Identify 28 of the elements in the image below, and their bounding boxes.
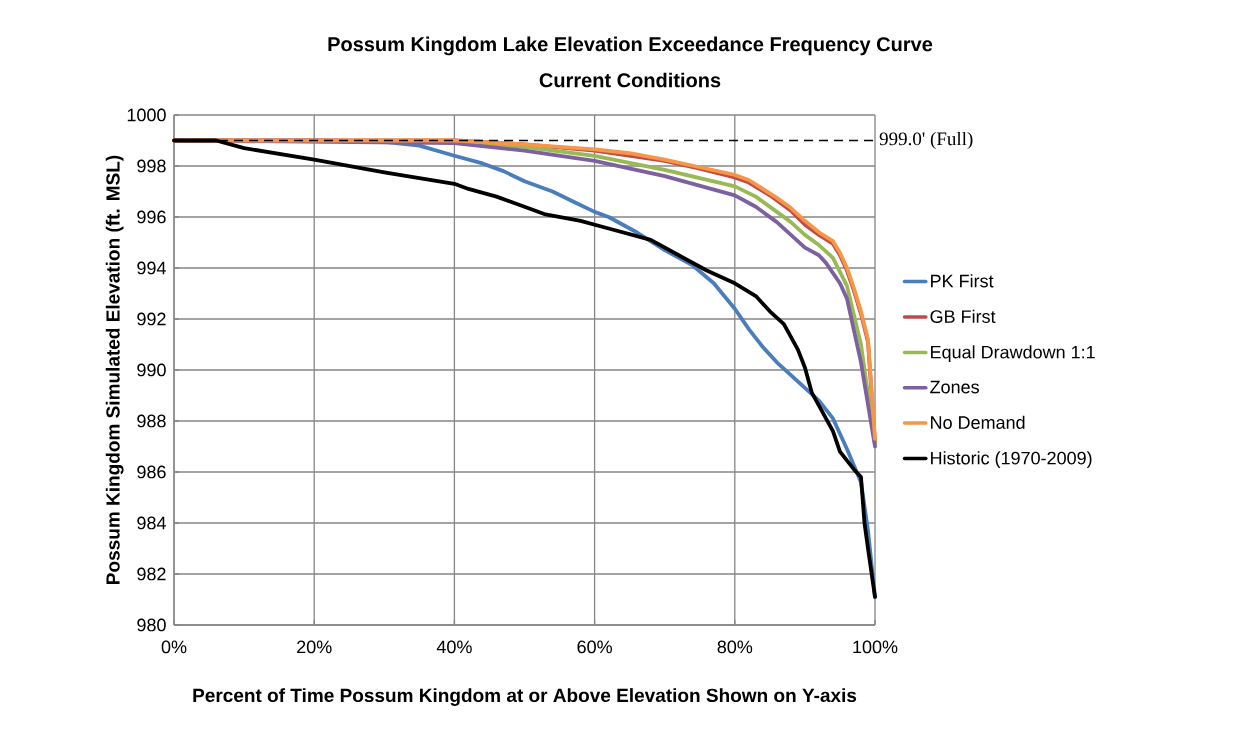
y-tick-label: 1000 [127,108,166,122]
y-tick-label: 986 [137,465,166,479]
x-tick-label: 80% [717,640,753,654]
legend-label: Historic (1970-2009) [931,451,1092,469]
y-tick-label: 994 [137,261,166,275]
y-tick-label: 988 [137,414,166,428]
y-tick-label: 996 [137,210,166,224]
y-tick-label: 992 [137,312,166,326]
y-tick-label: 982 [137,567,166,581]
y-tick-label: 984 [137,516,166,530]
x-tick-label: 20% [297,640,332,654]
legend-label: PK First [931,274,994,288]
chart-subtitle: Current Conditions [539,72,721,88]
legend-label: GB First [930,309,996,323]
y-tick-label: 980 [137,618,166,632]
x-axis-title: Percent of Time Possum Kingdom at or Above Elevation Shown on Y-axis [193,688,857,706]
legend-label: No Demand [931,415,1025,429]
chart-title: Possum Kingdom Lake Elevation Exceedance Frequency Curve [328,36,933,56]
y-tick-label: 990 [137,363,166,377]
y-axis-title: Possum Kingdom Simulated Elevation (ft. MSL) [105,155,124,584]
x-tick-label: 60% [577,640,612,654]
legend-label: Equal Drawdown 1:1 [931,345,1095,363]
x-tick-label: 100% [853,640,898,654]
legend-label: Zones [930,380,979,394]
y-tick-label: 998 [137,159,166,173]
x-tick-label: 40% [436,640,472,654]
ref-line-label: 999.0' (Full) [879,131,973,150]
x-tick-label: 0% [161,640,187,654]
